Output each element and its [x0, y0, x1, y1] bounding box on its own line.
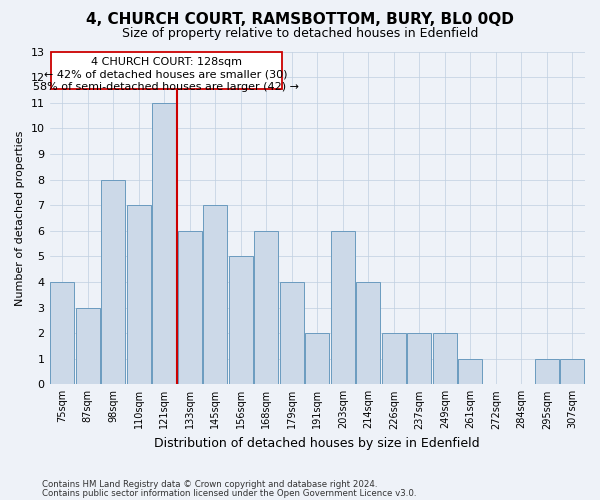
Bar [407, 333, 431, 384]
Bar [382, 333, 406, 384]
Text: 4 CHURCH COURT: 128sqm: 4 CHURCH COURT: 128sqm [91, 57, 242, 67]
Bar [356, 282, 380, 384]
Text: Contains public sector information licensed under the Open Government Licence v3: Contains public sector information licen… [42, 488, 416, 498]
Bar [203, 205, 227, 384]
Bar [305, 333, 329, 384]
Text: Size of property relative to detached houses in Edenfield: Size of property relative to detached ho… [122, 28, 478, 40]
Bar [152, 102, 176, 384]
Bar [280, 282, 304, 384]
Bar [254, 230, 278, 384]
Text: 4, CHURCH COURT, RAMSBOTTOM, BURY, BL0 0QD: 4, CHURCH COURT, RAMSBOTTOM, BURY, BL0 0… [86, 12, 514, 28]
Bar [50, 282, 74, 384]
Bar [535, 358, 559, 384]
Bar [101, 180, 125, 384]
Bar [229, 256, 253, 384]
Bar [560, 358, 584, 384]
Bar [458, 358, 482, 384]
Text: Contains HM Land Registry data © Crown copyright and database right 2024.: Contains HM Land Registry data © Crown c… [42, 480, 377, 489]
Text: 58% of semi-detached houses are larger (42) →: 58% of semi-detached houses are larger (… [33, 82, 299, 92]
Y-axis label: Number of detached properties: Number of detached properties [15, 130, 25, 306]
Bar [331, 230, 355, 384]
Bar [433, 333, 457, 384]
FancyBboxPatch shape [51, 52, 281, 88]
Text: ← 42% of detached houses are smaller (30): ← 42% of detached houses are smaller (30… [44, 70, 288, 80]
Bar [127, 205, 151, 384]
X-axis label: Distribution of detached houses by size in Edenfield: Distribution of detached houses by size … [154, 437, 480, 450]
Bar [76, 308, 100, 384]
Bar [178, 230, 202, 384]
